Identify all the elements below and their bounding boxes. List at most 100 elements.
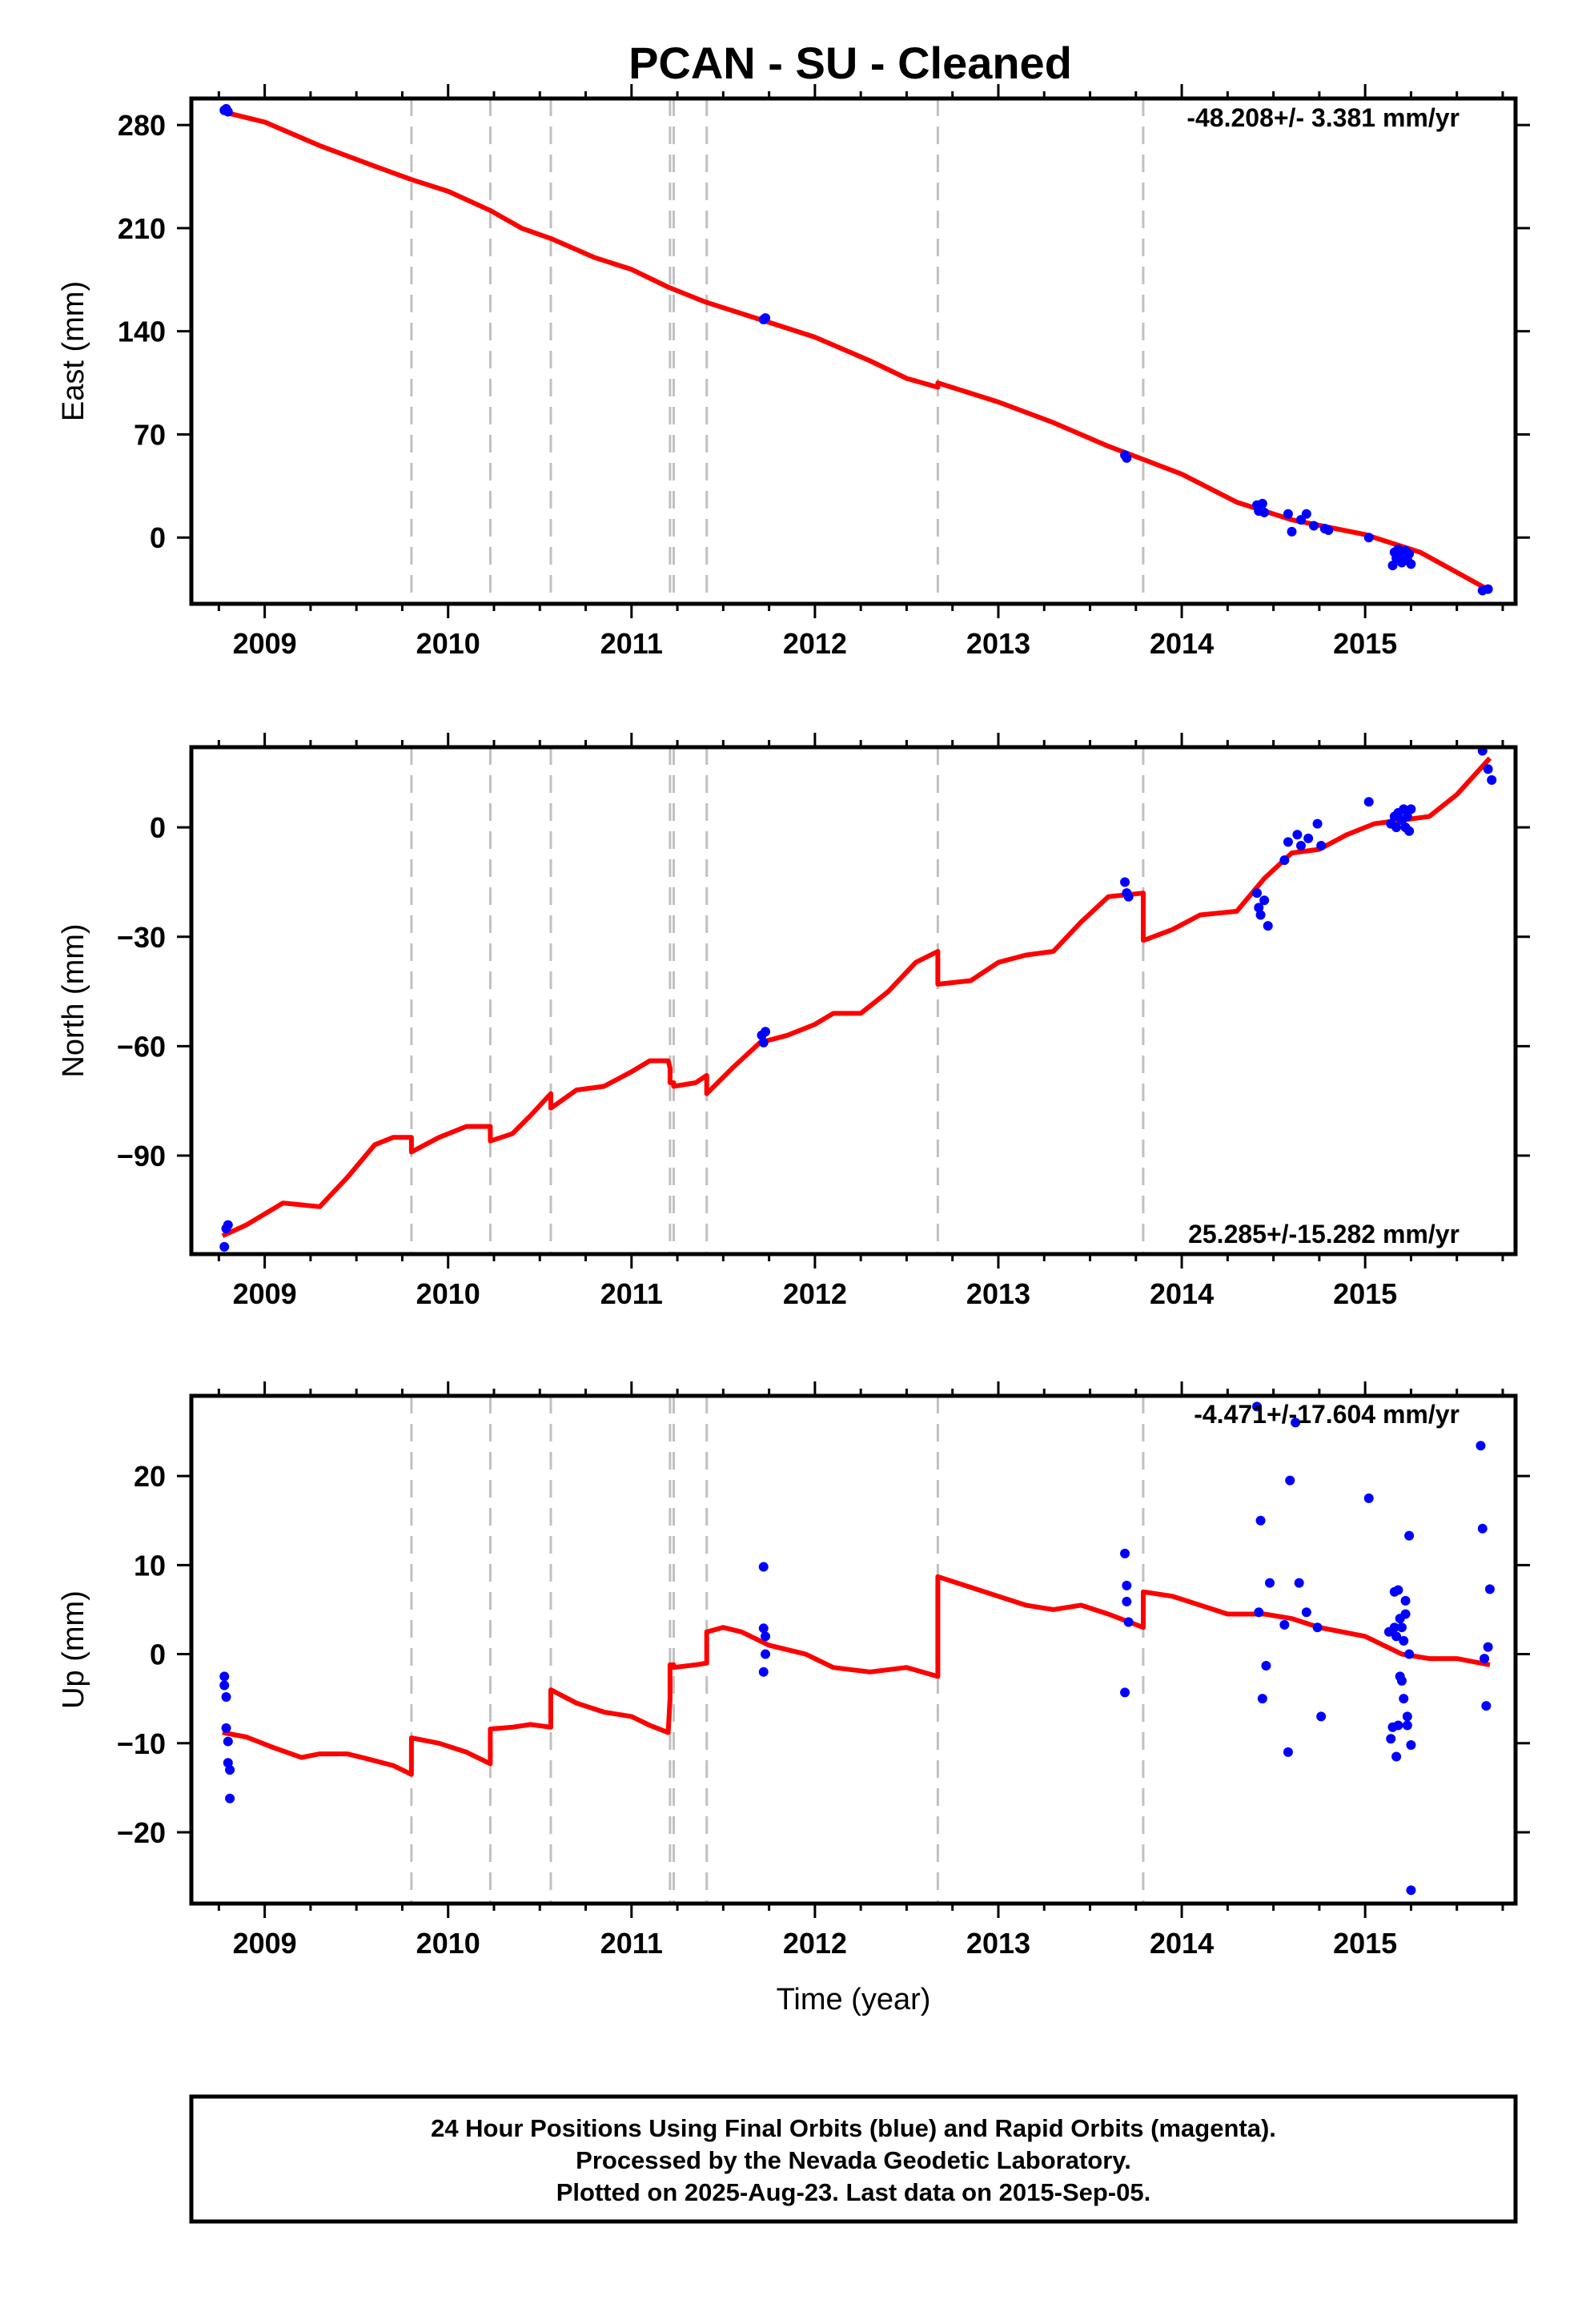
data-point bbox=[1400, 1609, 1411, 1619]
y-tick-label: 0 bbox=[150, 1638, 166, 1671]
data-point bbox=[1406, 1740, 1416, 1751]
data-point bbox=[1363, 797, 1374, 807]
data-point bbox=[1399, 804, 1409, 814]
footer-box: 24 Hour Positions Using Final Orbits (bl… bbox=[189, 2094, 1518, 2224]
data-point bbox=[1292, 830, 1303, 840]
footer-line-3: Plotted on 2025-Aug-23. Last data on 201… bbox=[556, 2178, 1150, 2206]
data-point bbox=[223, 107, 233, 117]
data-point bbox=[1402, 1711, 1412, 1722]
data-point bbox=[1402, 811, 1412, 822]
x-tick-label: 2010 bbox=[416, 1277, 480, 1310]
data-point bbox=[1391, 1631, 1402, 1642]
data-point bbox=[761, 1027, 771, 1037]
data-point bbox=[1386, 1734, 1396, 1744]
x-tick-label: 2015 bbox=[1333, 627, 1397, 660]
y-tick-label: −10 bbox=[117, 1727, 166, 1760]
x-tick-label: 2011 bbox=[600, 627, 663, 660]
data-point bbox=[761, 313, 771, 324]
data-point bbox=[219, 1671, 230, 1682]
x-tick-label: 2012 bbox=[783, 1927, 847, 1960]
footer-line-2: Processed by the Nevada Geodetic Laborat… bbox=[576, 2146, 1131, 2174]
x-tick-label: 2012 bbox=[783, 1277, 847, 1310]
data-point bbox=[225, 1765, 235, 1775]
data-point bbox=[1391, 1751, 1402, 1762]
data-point bbox=[1301, 1607, 1311, 1618]
x-tick-label: 2010 bbox=[416, 627, 480, 660]
data-point bbox=[1406, 1885, 1416, 1896]
data-point bbox=[1283, 1747, 1293, 1757]
data-point bbox=[1396, 1622, 1407, 1633]
y-tick-label: 280 bbox=[118, 109, 166, 142]
data-point bbox=[1257, 1694, 1267, 1704]
data-point bbox=[1123, 1617, 1134, 1627]
data-point bbox=[1323, 525, 1334, 536]
fit-line bbox=[222, 1574, 1491, 1777]
y-axis-label: East (mm) bbox=[57, 281, 90, 421]
data-point bbox=[1287, 526, 1297, 537]
data-point bbox=[1283, 837, 1293, 847]
data-point bbox=[1316, 1711, 1327, 1722]
x-tick-label: 2009 bbox=[233, 1277, 297, 1310]
data-point bbox=[1399, 1694, 1409, 1704]
footer-frame bbox=[189, 2094, 1518, 2224]
data-point bbox=[1123, 891, 1134, 902]
data-point bbox=[1483, 584, 1493, 594]
y-tick-label: 20 bbox=[134, 1460, 166, 1493]
x-tick-label: 2014 bbox=[1150, 1927, 1214, 1960]
y-tick-label: 70 bbox=[134, 418, 166, 451]
data-point bbox=[1406, 804, 1416, 814]
chart-title: PCAN - SU - Cleaned bbox=[628, 38, 1072, 88]
x-tick-label: 2014 bbox=[1150, 627, 1214, 660]
data-point bbox=[225, 1793, 235, 1803]
data-point bbox=[758, 1667, 769, 1677]
x-tick-label: 2013 bbox=[966, 1927, 1030, 1960]
x-tick-label: 2010 bbox=[416, 1927, 480, 1960]
data-point bbox=[1122, 1580, 1132, 1590]
rate-label: 25.285+/-15.282 mm/yr bbox=[1188, 1220, 1460, 1248]
data-point bbox=[223, 1220, 233, 1230]
data-point bbox=[1483, 1642, 1493, 1652]
data-point bbox=[1257, 498, 1267, 509]
data-point bbox=[1402, 1720, 1412, 1731]
fit-line bbox=[221, 756, 1492, 1238]
data-point bbox=[1404, 1649, 1415, 1659]
x-tick-label: 2012 bbox=[783, 627, 847, 660]
data-point bbox=[1259, 895, 1270, 906]
panel-east: 2009 2010 2011 2012 2013 2014 2015 280 210 140 70 0… bbox=[57, 84, 1530, 660]
data-point bbox=[1122, 452, 1132, 463]
y-axis-label: North (mm) bbox=[57, 923, 90, 1077]
data-point bbox=[1295, 840, 1306, 850]
data-point bbox=[1291, 1417, 1301, 1428]
data-point bbox=[761, 1649, 771, 1659]
y-tick-label: −90 bbox=[117, 1140, 166, 1172]
y-tick-label: 140 bbox=[118, 316, 166, 348]
y-tick-label: 0 bbox=[150, 521, 166, 554]
data-point bbox=[221, 1691, 231, 1702]
data-point bbox=[1120, 1687, 1130, 1698]
data-point bbox=[1279, 1619, 1290, 1630]
data-point bbox=[1483, 764, 1493, 774]
data-point bbox=[1404, 826, 1415, 836]
data-point bbox=[1120, 877, 1130, 887]
data-point bbox=[219, 1241, 230, 1252]
rate-label: -48.208+/- 3.381 mm/yr bbox=[1186, 103, 1460, 132]
data-point bbox=[1391, 822, 1402, 833]
y-tick-label: −60 bbox=[117, 1030, 166, 1063]
data-point bbox=[1312, 1622, 1323, 1633]
data-point bbox=[1404, 549, 1415, 559]
x-tick-label: 2011 bbox=[600, 1277, 663, 1310]
data-point bbox=[1251, 1401, 1262, 1412]
data-point bbox=[219, 1680, 230, 1691]
plot-frame bbox=[189, 96, 1518, 606]
data-point bbox=[1400, 1595, 1411, 1606]
x-tick-label: 2014 bbox=[1150, 1277, 1214, 1310]
data-point bbox=[1363, 533, 1374, 543]
data-point bbox=[1122, 1596, 1132, 1606]
data-point bbox=[1120, 1548, 1130, 1558]
data-point bbox=[1484, 1584, 1495, 1594]
data-point bbox=[1309, 521, 1319, 531]
data-point bbox=[1399, 1635, 1409, 1646]
x-tick-label: 2009 bbox=[233, 627, 297, 660]
data-point bbox=[1255, 910, 1266, 920]
